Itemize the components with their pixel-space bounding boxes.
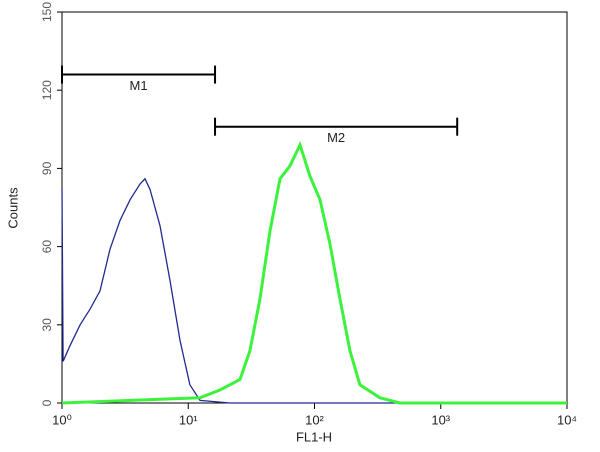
gate-label: M1 (129, 78, 147, 93)
y-tick-label: 90 (40, 161, 54, 175)
y-axis-label: Counts (5, 187, 20, 229)
x-tick-label: 10⁴ (557, 412, 577, 427)
histogram-line (61, 177, 567, 404)
y-tick-label: 60 (40, 240, 54, 254)
y-tick-label: 0 (40, 399, 54, 406)
y-tick-label: 30 (40, 318, 54, 332)
x-tick-label: 10³ (431, 412, 450, 427)
x-tick-label: 10² (305, 412, 324, 427)
gate-label: M2 (327, 130, 345, 145)
y-tick-label: 120 (40, 80, 54, 100)
x-axis-label: FL1-H (296, 429, 332, 444)
x-tick-label: 10⁰ (52, 412, 72, 427)
histogram-line (61, 140, 567, 405)
x-tick-label: 10¹ (179, 412, 198, 427)
plot-frame (61, 11, 568, 404)
y-tick-label: 150 (40, 2, 54, 22)
